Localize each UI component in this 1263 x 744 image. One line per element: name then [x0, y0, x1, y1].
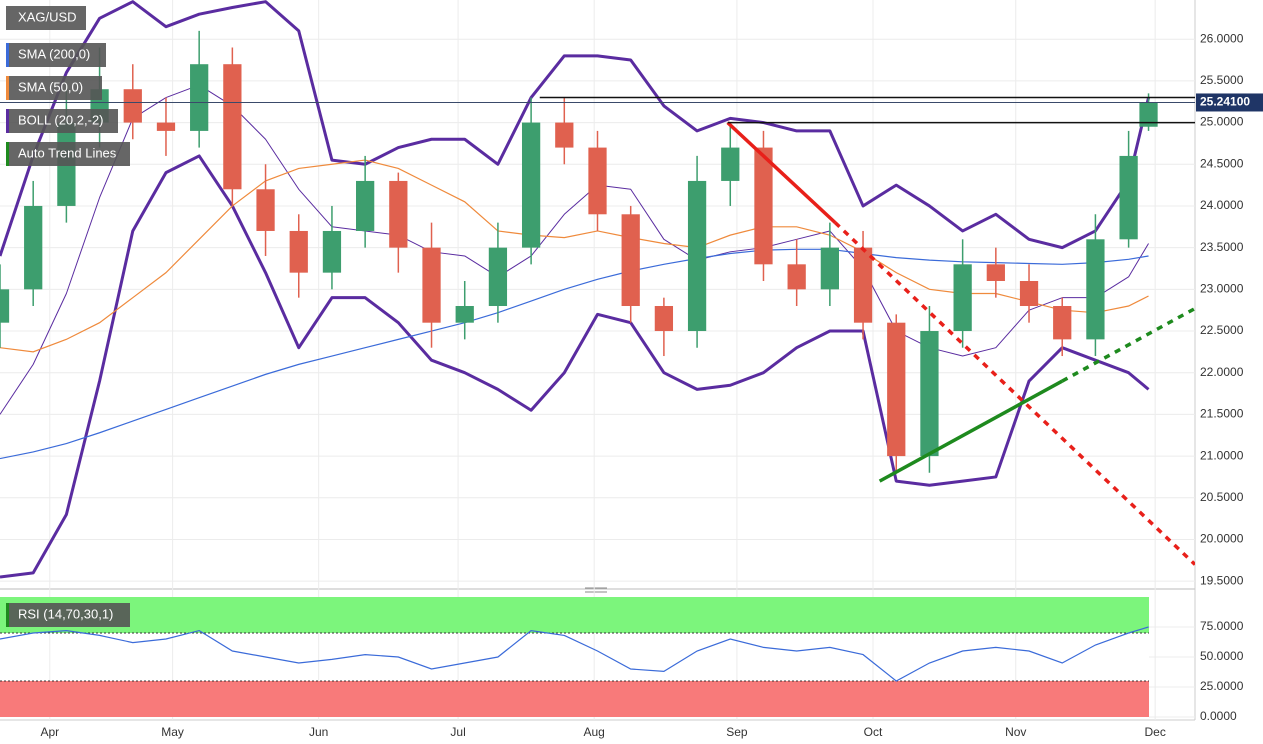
y-tick-label: 22.0000 [1200, 365, 1244, 379]
last-price-box [1196, 93, 1263, 112]
candle-body [223, 64, 242, 190]
x-tick-label: Jun [309, 725, 328, 739]
chip-stripe [6, 109, 9, 133]
y-tick-label: 23.0000 [1200, 282, 1244, 296]
candle-body [488, 247, 508, 307]
candle-body [24, 205, 43, 290]
x-tick-label: Dec [1144, 725, 1165, 739]
trend-line [878, 379, 1064, 483]
y-tick-label: 20.0000 [1200, 532, 1244, 546]
y-tick-label: 0.0000 [1200, 709, 1237, 723]
x-tick-label: Apr [40, 725, 59, 739]
legend-chip: RSI (14,70,30,1) [6, 603, 130, 627]
candle-body [256, 189, 275, 231]
legend-chip: SMA (50,0) [6, 76, 102, 100]
y-tick-label: 23.5000 [1200, 240, 1244, 254]
legend-label: BOLL (20,2,-2) [18, 112, 104, 127]
candle-body [1086, 239, 1105, 340]
trend-line [726, 121, 837, 224]
candle-body [687, 180, 707, 332]
oversold-zone [0, 681, 1149, 717]
candle-body [920, 331, 939, 457]
chip-box [6, 142, 130, 166]
candle-body [986, 264, 1005, 281]
y-tick-label: 25.0000 [1200, 115, 1244, 129]
y-tick-label: 25.0000 [1200, 679, 1244, 693]
legend-label: SMA (200,0) [18, 46, 90, 61]
overbought-zone [0, 597, 1149, 633]
y-tick-label: 24.0000 [1200, 198, 1244, 212]
y-tick-label: 20.5000 [1200, 490, 1244, 504]
candle-body [787, 264, 806, 290]
chip-box [6, 76, 102, 100]
legend-chip: BOLL (20,2,-2) [6, 109, 118, 133]
x-tick-label: Oct [864, 725, 883, 739]
legend-chip: SMA (200,0) [6, 43, 106, 67]
y-tick-label: 50.0000 [1200, 649, 1244, 663]
candle-body [156, 122, 176, 131]
candle-body [555, 122, 574, 148]
trend-line [833, 221, 1195, 566]
legend-chip: XAG/USD [6, 6, 86, 30]
candle-body [721, 147, 740, 181]
candle-body [1119, 155, 1138, 240]
last-price-label: 25.24100 [1200, 95, 1250, 109]
candle-body [123, 89, 142, 123]
candle-body [654, 306, 674, 332]
candle-body [621, 214, 640, 307]
legend-chip: Auto Trend Lines [6, 142, 130, 166]
y-tick-label: 25.5000 [1200, 73, 1244, 87]
candle-body [588, 147, 607, 215]
candle-body [953, 264, 972, 332]
chip-box [6, 109, 118, 133]
chip-box [6, 603, 130, 627]
chip-stripe [6, 43, 9, 67]
legend-label: XAG/USD [18, 9, 77, 24]
candle-body [422, 247, 441, 323]
candle-body [1139, 102, 1158, 127]
candle-body [389, 180, 408, 248]
rsi-line [0, 626, 1149, 682]
candle-body [0, 289, 10, 323]
y-tick-label: 22.5000 [1200, 323, 1244, 337]
x-tick-label: Aug [584, 725, 605, 739]
y-tick-label: 21.5000 [1200, 407, 1244, 421]
candle-body [1053, 306, 1072, 340]
legend-label: Auto Trend Lines [18, 145, 117, 160]
chip-box [6, 43, 106, 67]
candle-body [853, 247, 873, 323]
chip-stripe [6, 76, 9, 100]
chip-stripe [6, 142, 9, 166]
y-tick-label: 19.5000 [1200, 573, 1244, 587]
chip-stripe [6, 603, 9, 627]
candle-body [322, 230, 342, 273]
y-tick-label: 24.5000 [1200, 156, 1244, 170]
y-tick-label: 21.0000 [1200, 448, 1244, 462]
bollinger-lower [0, 154, 1150, 579]
trend-line [1061, 306, 1195, 383]
x-tick-label: Sep [726, 725, 748, 739]
candle-body [289, 230, 308, 273]
x-tick-label: May [161, 725, 184, 739]
candle-body [190, 64, 209, 131]
y-tick-label: 75.0000 [1200, 619, 1244, 633]
bollinger-upper [0, 0, 1150, 257]
candle-body [455, 306, 474, 323]
chip-box [6, 6, 86, 30]
legend-label: RSI (14,70,30,1) [18, 606, 113, 621]
sma-line [0, 248, 1149, 460]
candle-body [820, 247, 839, 290]
candle-body [356, 180, 375, 231]
candle-body [1019, 280, 1039, 307]
candle-body [521, 122, 541, 248]
legend-label: SMA (50,0) [18, 79, 83, 94]
x-tick-label: Nov [1005, 725, 1026, 739]
y-tick-label: 26.0000 [1200, 31, 1244, 45]
candle-body [887, 322, 906, 457]
candle-body [754, 147, 773, 265]
x-tick-label: Jul [450, 725, 465, 739]
